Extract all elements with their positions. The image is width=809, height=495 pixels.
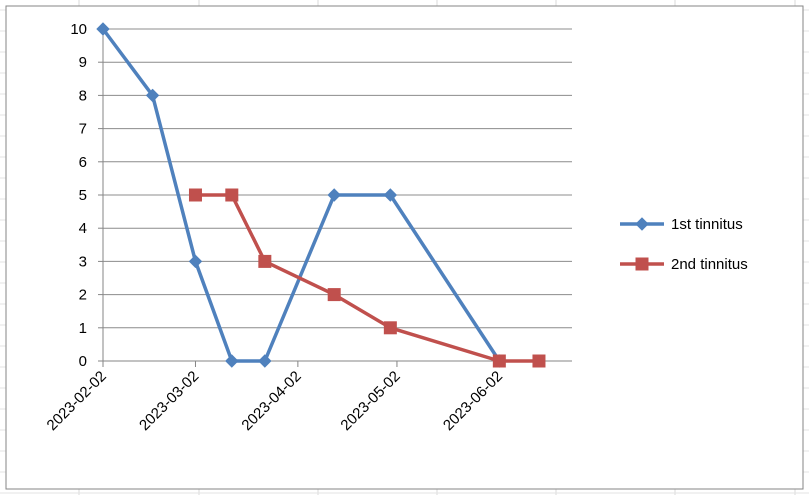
y-tick-label: 7 — [79, 121, 87, 138]
data-point — [383, 188, 398, 202]
series-layer — [96, 22, 546, 368]
y-tick-label: 4 — [79, 220, 87, 237]
y-tick-label: 0 — [79, 353, 87, 370]
legend-label: 2nd tinnitus — [671, 256, 748, 273]
y-tick-label: 10 — [70, 21, 87, 38]
y-tick-label: 1 — [79, 320, 87, 337]
legend-label: 1st tinnitus — [671, 216, 743, 233]
data-point — [383, 321, 397, 335]
y-tick-label: 8 — [79, 87, 87, 104]
data-point — [258, 254, 272, 268]
y-tick-label: 5 — [79, 187, 87, 204]
data-point — [96, 22, 110, 36]
data-point — [225, 354, 239, 368]
data-point — [225, 188, 239, 202]
y-axis-ticks: 0 1 2 3 4 5 6 7 8 9 10 — [70, 21, 103, 370]
data-point — [258, 354, 272, 368]
data-point — [188, 188, 202, 202]
series-2 — [188, 188, 546, 368]
legend-marker — [635, 257, 649, 271]
legend: 1st tinnitus 2nd tinnitus — [620, 216, 748, 273]
legend-item: 2nd tinnitus — [620, 256, 748, 273]
data-point — [532, 354, 546, 368]
y-tick-label: 9 — [79, 54, 87, 71]
data-point — [492, 354, 506, 368]
legend-item: 1st tinnitus — [620, 216, 743, 233]
data-point — [327, 288, 341, 302]
y-tick-label: 2 — [79, 287, 87, 304]
data-point — [327, 188, 341, 202]
legend-marker — [635, 217, 649, 231]
y-tick-label: 6 — [79, 154, 87, 171]
series-line — [101, 27, 501, 363]
data-point — [145, 88, 160, 103]
chart-area — [5, 5, 804, 490]
y-tick-label: 3 — [79, 253, 87, 270]
data-point — [188, 254, 203, 269]
